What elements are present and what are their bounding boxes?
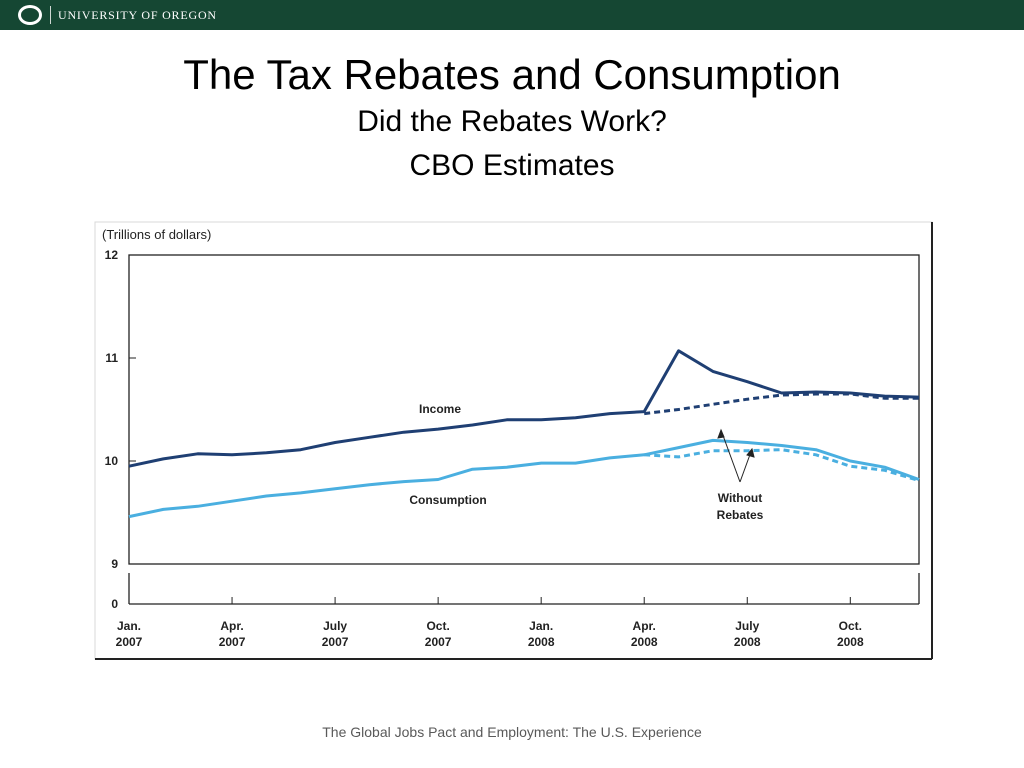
without-rebates-arrows bbox=[717, 428, 755, 483]
y-tick-label-2: 10 bbox=[105, 454, 119, 468]
consumption-label: Consumption bbox=[409, 493, 486, 507]
slide-footer: The Global Jobs Pact and Employment: The… bbox=[322, 724, 702, 740]
arrow-head-consumption bbox=[746, 447, 755, 458]
x-tick-month-0: Jan. bbox=[117, 619, 141, 633]
without-rebates-label-line1: Without bbox=[718, 491, 763, 505]
logo-divider bbox=[50, 6, 51, 24]
y-tick-label-0: 12 bbox=[105, 248, 119, 262]
x-tick-year-0: 2007 bbox=[116, 635, 143, 649]
x-tick-month-3: Oct. bbox=[426, 619, 449, 633]
y-tick-label-3: 9 bbox=[111, 557, 118, 571]
income-label: Income bbox=[419, 402, 461, 416]
y-zero-label: 0 bbox=[111, 597, 118, 611]
slide-subtitle: Did the Rebates Work? bbox=[357, 105, 667, 138]
without-rebates-label-line2: Rebates bbox=[717, 508, 764, 522]
university-name: UNIVERSITY OF OREGON bbox=[58, 8, 217, 22]
x-tick-year-5: 2008 bbox=[631, 635, 658, 649]
x-tick-year-6: 2008 bbox=[734, 635, 761, 649]
y-tick-label-1: 11 bbox=[105, 351, 118, 365]
x-tick-year-2: 2007 bbox=[322, 635, 349, 649]
unit-label: (Trillions of dollars) bbox=[102, 227, 211, 242]
slide-title: The Tax Rebates and Consumption bbox=[183, 51, 841, 98]
plot-area bbox=[128, 254, 920, 565]
slide-subtitle-source: CBO Estimates bbox=[409, 149, 615, 182]
x-tick-month-2: July bbox=[323, 619, 347, 633]
x-tick-year-7: 2008 bbox=[837, 635, 864, 649]
chart-frame bbox=[94, 221, 933, 660]
x-tick-year-1: 2007 bbox=[219, 635, 246, 649]
arrow-to-income bbox=[720, 429, 741, 483]
x-tick-month-6: July bbox=[735, 619, 759, 633]
x-tick-month-1: Apr. bbox=[220, 619, 243, 633]
top-bar: UNIVERSITY OF OREGON bbox=[0, 0, 1024, 30]
x-tick-year-3: 2007 bbox=[425, 635, 452, 649]
series-line-consumption-without-rebates bbox=[644, 448, 920, 483]
x-tick-month-4: Jan. bbox=[529, 619, 553, 633]
university-logo-icon bbox=[18, 5, 42, 25]
series-line-income-without-rebates bbox=[644, 392, 919, 416]
series-line-income bbox=[128, 349, 920, 468]
x-tick-year-4: 2008 bbox=[528, 635, 555, 649]
series-line-consumption bbox=[128, 438, 920, 519]
x-tick-month-7: Oct. bbox=[839, 619, 862, 633]
arrow-head-income bbox=[717, 428, 725, 439]
x-tick-month-5: Apr. bbox=[633, 619, 656, 633]
